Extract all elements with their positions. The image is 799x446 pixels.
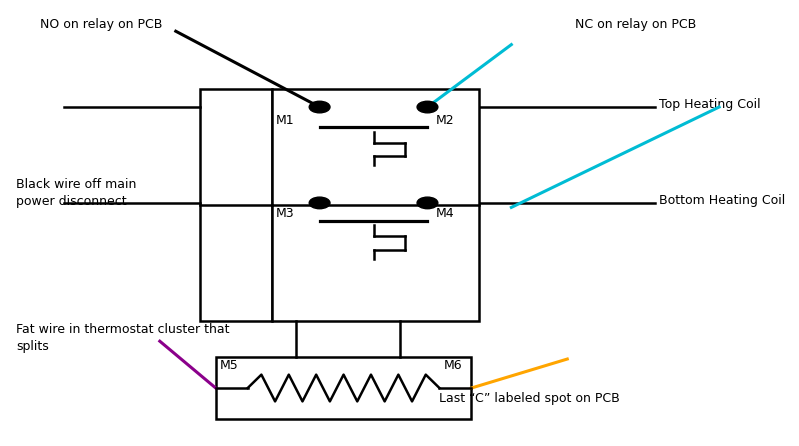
Bar [200,89,272,321]
Text: NO on relay on PCB: NO on relay on PCB [40,18,162,31]
Text: Fat wire in thermostat cluster that
splits: Fat wire in thermostat cluster that spli… [16,323,229,353]
Text: NC on relay on PCB: NC on relay on PCB [575,18,697,31]
Circle shape [309,101,330,113]
Text: M6: M6 [443,359,462,372]
Bar [272,89,479,321]
Text: Black wire off main
power disconnect: Black wire off main power disconnect [16,178,137,208]
Text: M2: M2 [435,114,454,127]
Text: M1: M1 [276,114,294,127]
Circle shape [417,197,438,209]
Text: M5: M5 [220,359,238,372]
Text: Top Heating Coil: Top Heating Coil [659,98,761,112]
Text: M3: M3 [276,207,294,220]
Text: M4: M4 [435,207,454,220]
Text: Last “C” labeled spot on PCB: Last “C” labeled spot on PCB [439,392,620,405]
Circle shape [309,197,330,209]
Bar [216,357,471,419]
Text: Bottom Heating Coil: Bottom Heating Coil [659,194,785,207]
Circle shape [417,101,438,113]
